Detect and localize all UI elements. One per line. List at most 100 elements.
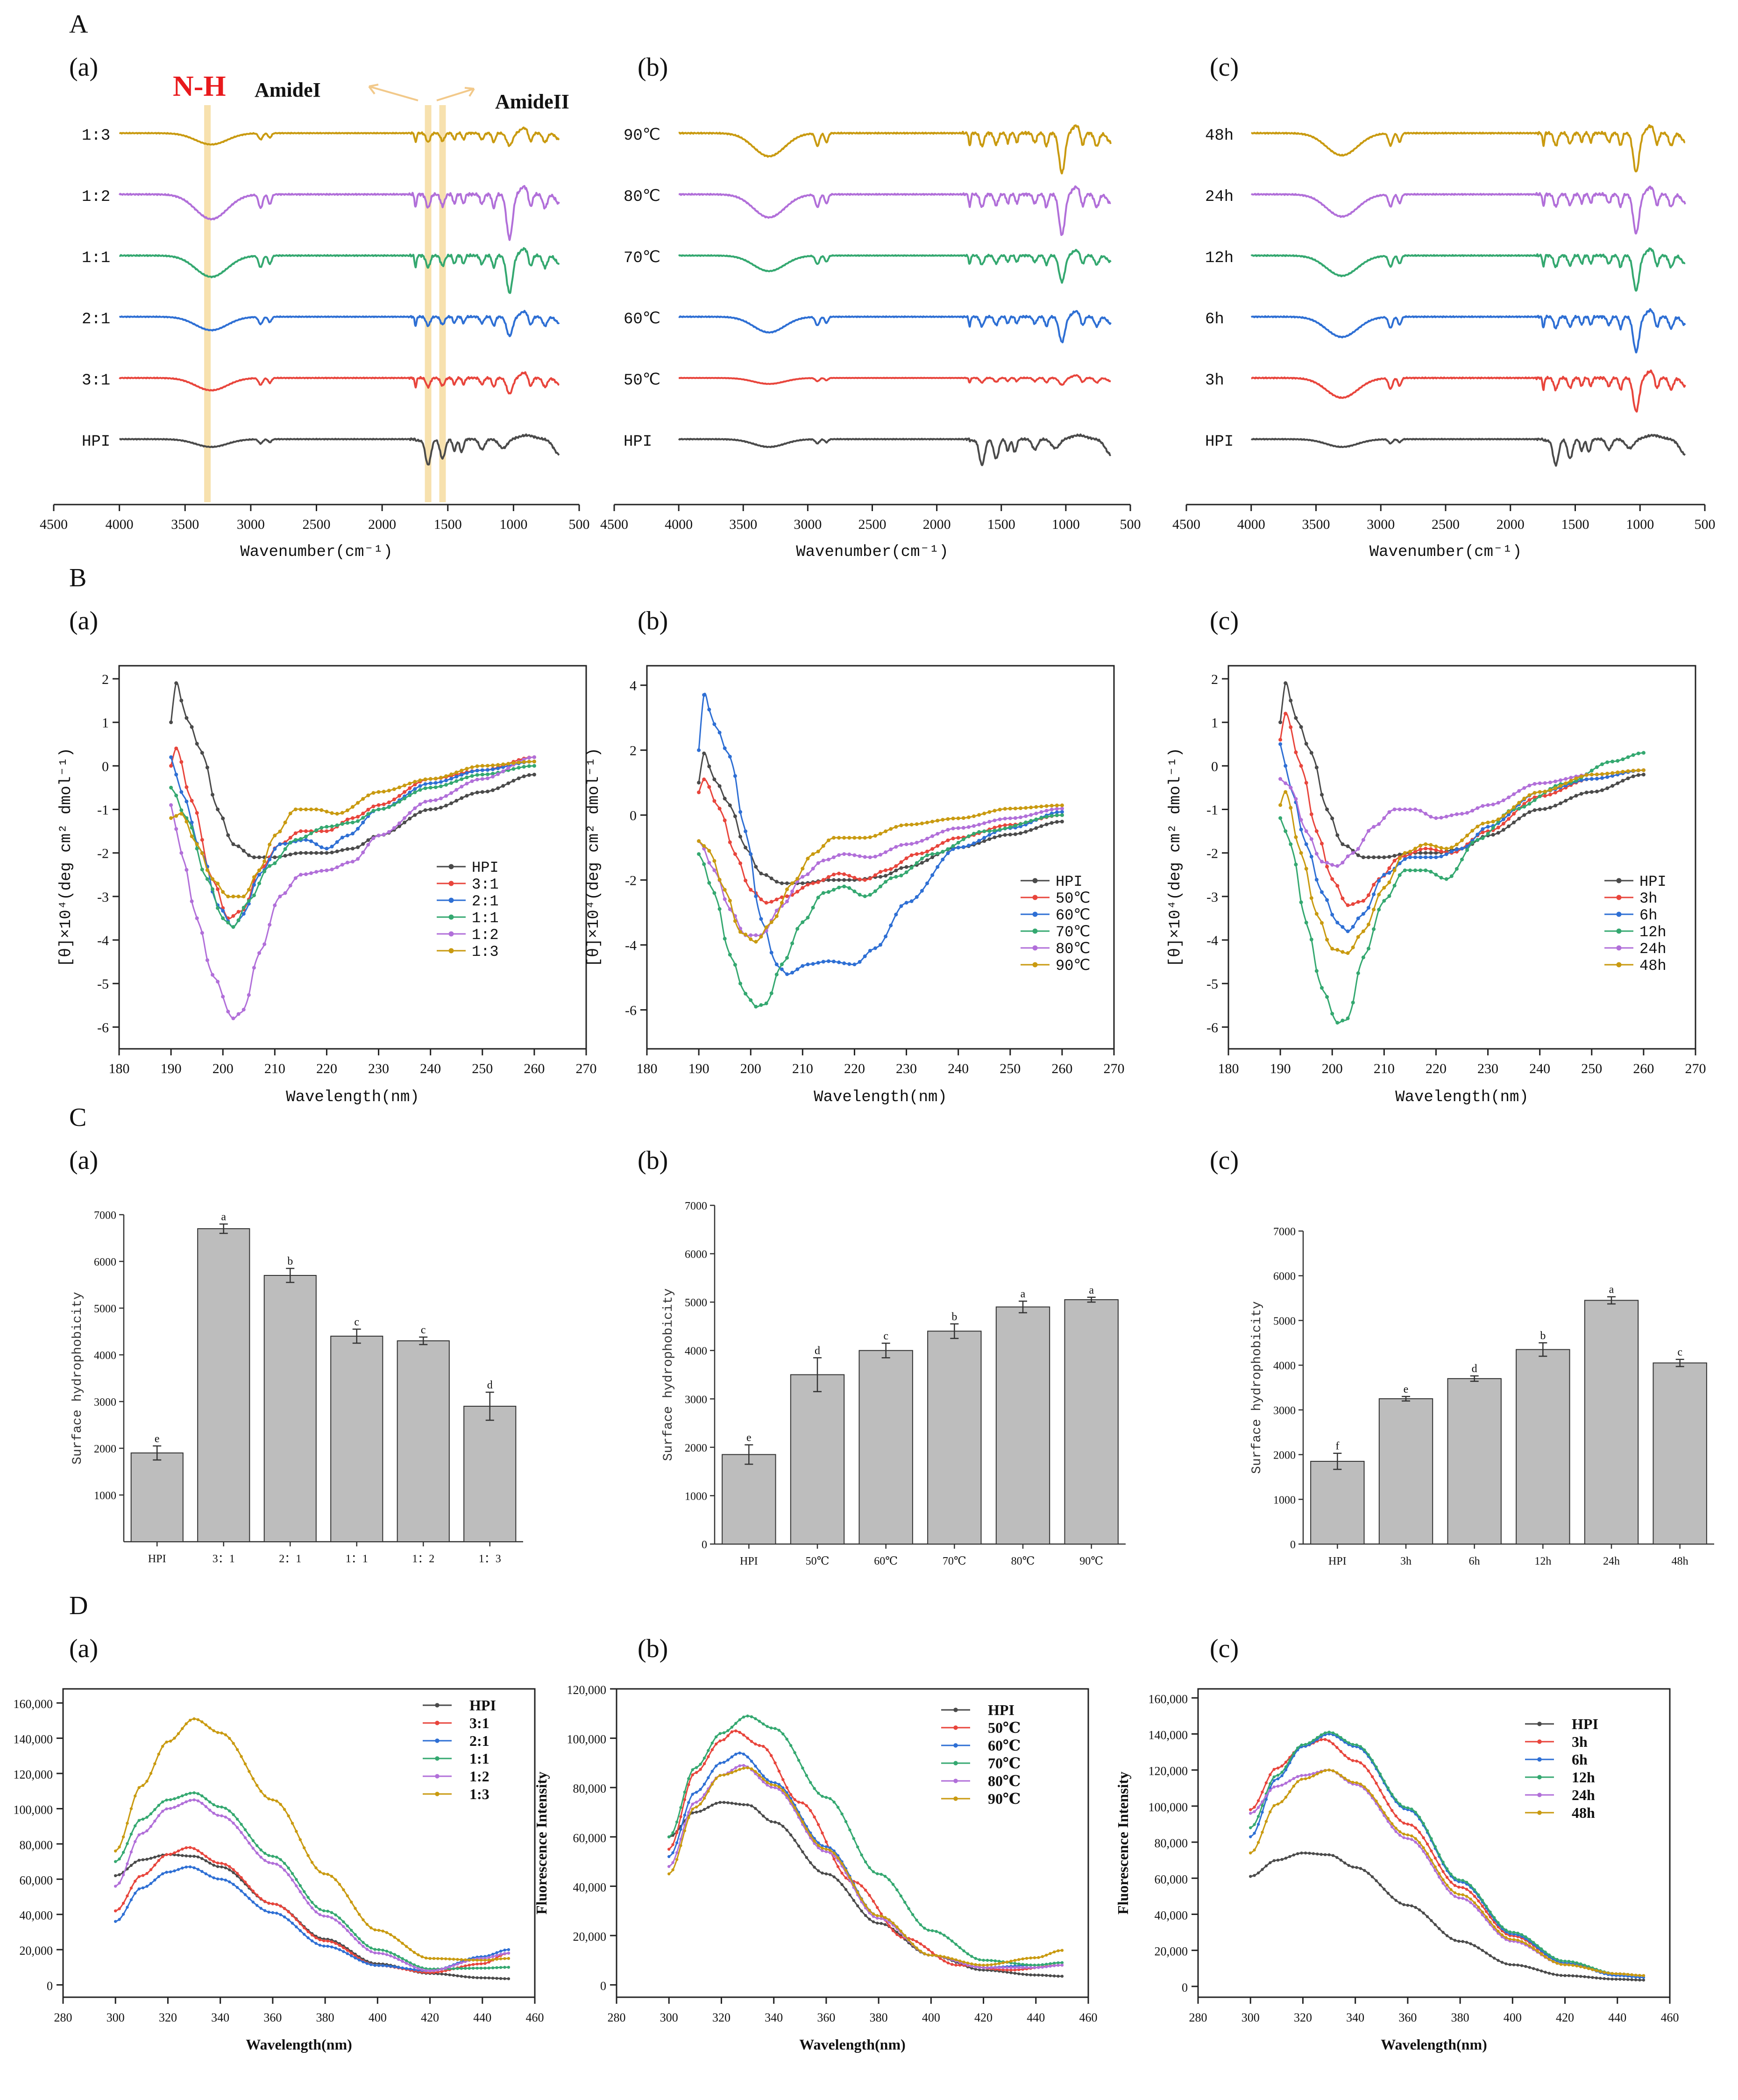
data-point	[738, 1730, 741, 1734]
data-point	[1470, 809, 1475, 813]
data-point	[235, 1874, 239, 1878]
data-point	[789, 1799, 793, 1803]
data-point	[707, 1755, 710, 1758]
data-point	[418, 788, 422, 792]
data-point	[695, 1771, 698, 1774]
data-point	[1335, 864, 1340, 868]
data-point	[153, 1863, 156, 1867]
data-point	[911, 1913, 915, 1916]
data-point	[1264, 1781, 1268, 1785]
data-point	[243, 1893, 247, 1896]
series-line	[115, 1846, 509, 1973]
data-point	[196, 1718, 200, 1722]
data-point	[393, 1956, 396, 1959]
x-tick-label: 210	[792, 1061, 813, 1076]
data-point	[1013, 816, 1017, 820]
x-tick-label: 440	[473, 2011, 491, 2024]
data-point	[872, 1900, 875, 1903]
x-tick-label: 3500	[171, 517, 199, 532]
significance-letter: f	[1335, 1440, 1339, 1452]
data-point	[503, 1965, 506, 1969]
data-point	[118, 1857, 121, 1861]
data-point	[813, 1787, 816, 1790]
data-point	[872, 1912, 875, 1915]
data-point	[330, 828, 334, 832]
data-point	[1367, 829, 1370, 833]
data-point	[876, 1916, 879, 1920]
data-point	[758, 1720, 761, 1723]
legend-label: HPI	[469, 1697, 496, 1714]
data-point	[161, 1744, 164, 1748]
data-point	[797, 1758, 801, 1762]
data-point	[1386, 1786, 1390, 1790]
data-point	[1008, 806, 1012, 811]
data-point	[733, 814, 737, 819]
y-tick-label: 1000	[1273, 1494, 1296, 1506]
x-tick-label: 4500	[600, 517, 628, 532]
data-point	[879, 875, 882, 879]
y-axis-label: Surface hydrophobicity	[71, 1292, 85, 1465]
amide2-annotation: AmideII	[495, 90, 569, 113]
series-line	[115, 1866, 509, 1972]
data-point	[1319, 1738, 1323, 1741]
data-point	[840, 1812, 844, 1815]
data-point	[1261, 1868, 1264, 1871]
data-point	[325, 829, 329, 833]
data-point	[958, 1946, 962, 1950]
data-point	[1532, 798, 1537, 802]
data-point	[667, 1872, 671, 1876]
data-point	[1033, 1956, 1036, 1959]
chart-A-b: 4500 4000 3500 3000 2500 2000 1500 1000 500Waven…	[600, 124, 1141, 561]
data-point	[1363, 1765, 1366, 1768]
data-point	[1426, 1915, 1429, 1918]
data-point	[483, 1966, 487, 1970]
data-point	[409, 1967, 412, 1971]
data-point	[318, 1870, 322, 1873]
data-point	[169, 803, 173, 807]
data-point	[1060, 1949, 1064, 1952]
data-point	[325, 825, 329, 829]
data-point	[157, 1752, 160, 1756]
data-point	[1398, 1834, 1402, 1837]
y-tick-label: 80,000	[573, 1782, 607, 1795]
data-point	[1500, 1961, 1504, 1964]
legend-label: 70℃	[1056, 924, 1090, 941]
data-point	[746, 1737, 749, 1740]
ftir-series-line	[119, 433, 560, 466]
data-point	[773, 1786, 777, 1789]
data-point	[1476, 806, 1480, 810]
data-point	[899, 843, 903, 847]
data-point	[699, 1763, 702, 1766]
data-point	[126, 1867, 129, 1871]
data-point	[738, 1718, 741, 1722]
data-point	[350, 1951, 353, 1955]
data-point	[1325, 898, 1329, 902]
series-markers	[169, 755, 536, 1020]
data-point	[1402, 1836, 1405, 1839]
bar	[995, 1306, 1050, 1545]
data-point	[1477, 1946, 1480, 1950]
data-point	[334, 1946, 337, 1950]
data-point	[852, 962, 857, 967]
data-point	[1449, 849, 1454, 854]
data-point	[774, 914, 779, 918]
data-point	[872, 1870, 875, 1873]
data-point	[919, 1942, 922, 1945]
data-point	[884, 934, 888, 939]
data-point	[904, 870, 908, 875]
data-point	[1583, 1966, 1586, 1969]
data-point	[972, 841, 976, 846]
data-point	[671, 1861, 674, 1864]
data-point	[1304, 920, 1308, 925]
subfigure-label: (c)	[1210, 1146, 1239, 1175]
data-point	[385, 1953, 389, 1956]
data-point	[738, 834, 742, 839]
legend-swatch-marker	[1032, 878, 1038, 883]
data-point	[1021, 1972, 1024, 1976]
data-point	[1477, 1893, 1480, 1896]
data-point	[298, 807, 303, 812]
data-point	[938, 1954, 942, 1958]
data-point	[471, 1966, 475, 1970]
data-point	[1341, 842, 1345, 846]
